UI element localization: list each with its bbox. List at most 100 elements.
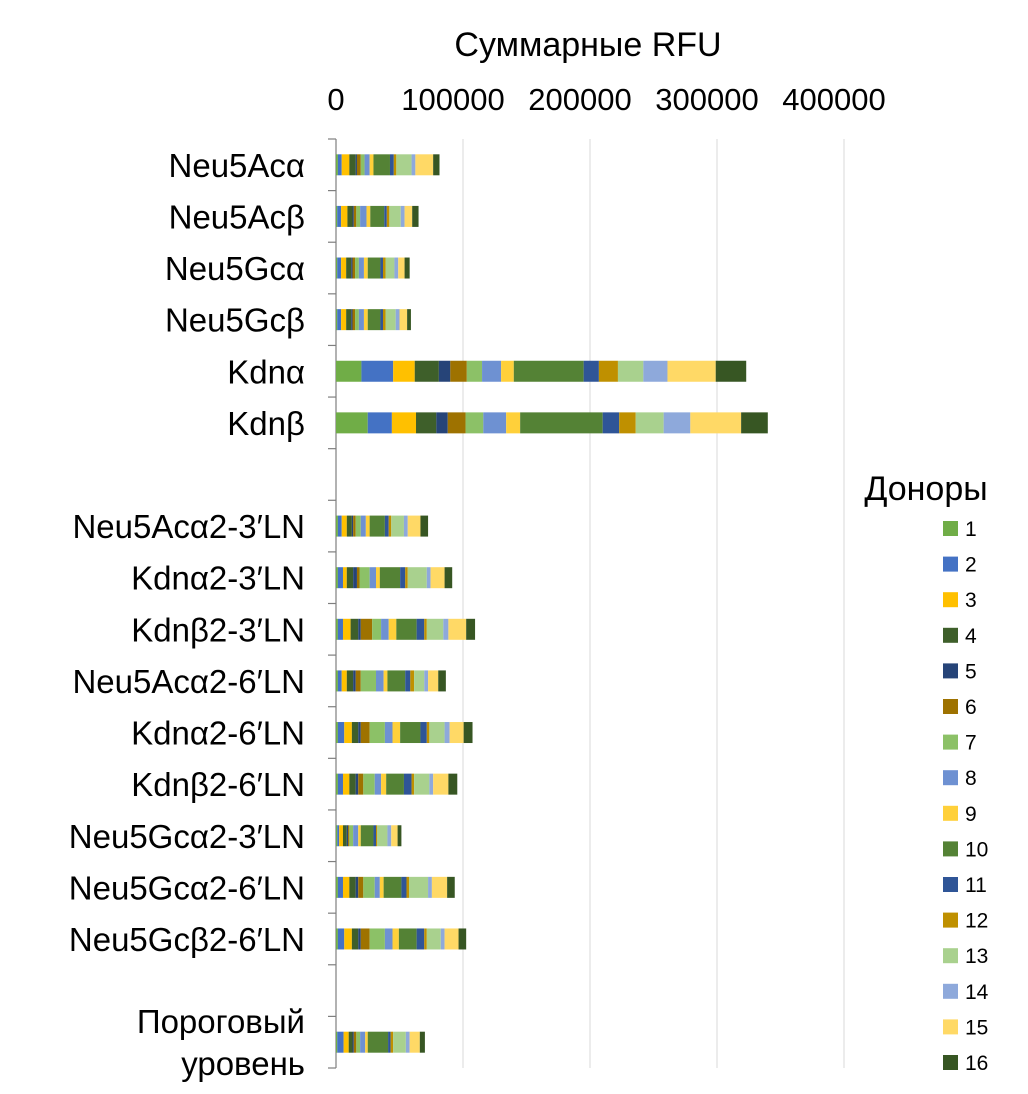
bar-segment-donor-9	[392, 928, 399, 950]
bar-segment-donor-6	[355, 670, 361, 692]
bar-segment-donor-12	[376, 825, 378, 847]
bar-segment-donor-7	[360, 154, 365, 176]
bar-segment-donor-7	[359, 567, 370, 589]
bar-segment-donor-1	[336, 567, 338, 589]
bar-segment-donor-13	[389, 205, 401, 227]
bar-segment-donor-8	[376, 670, 384, 692]
bar-segment-donor-4	[346, 309, 352, 331]
bar-segment-donor-14	[440, 928, 445, 950]
bar-segment-donor-1	[336, 412, 368, 434]
bar-segment-donor-15	[391, 825, 398, 847]
bar-segment-donor-16	[433, 154, 440, 176]
bar-segment-donor-16	[715, 360, 747, 382]
bar-segment-donor-3	[344, 928, 352, 950]
category-label: Пороговый уровень	[137, 1003, 305, 1082]
category-label: Neu5Gcα2-3′LN	[69, 818, 305, 855]
legend-swatch	[943, 556, 958, 572]
bar-segment-donor-6	[348, 825, 350, 847]
category-label: Kdnα2-6′LN	[131, 715, 305, 752]
bar-segment-donor-5	[351, 515, 354, 537]
category-label: Kdnβ	[227, 405, 305, 442]
category-label: Kdnα2-3′LN	[131, 560, 305, 597]
bar-segment-donor-14	[395, 309, 400, 331]
bar-segment-donor-6	[358, 773, 364, 795]
legend-swatch	[943, 627, 958, 643]
bar-segment-donor-14	[429, 773, 434, 795]
bar-segment-donor-1	[336, 618, 338, 640]
category-label: Neu5Gcβ	[165, 302, 305, 339]
bar-segment-donor-11	[380, 309, 383, 331]
bar-segment-donor-1	[336, 257, 338, 279]
legend-swatch	[943, 734, 958, 750]
bar-segment-donor-9	[366, 205, 371, 227]
bar-segment-donor-11	[384, 515, 389, 537]
bar-segment-donor-7	[356, 205, 361, 227]
bar-segment-donor-11	[583, 360, 599, 382]
bar-segment-donor-6	[352, 309, 356, 331]
bar-segment-donor-16	[447, 876, 455, 898]
legend-swatch	[943, 841, 958, 857]
bar-segment-donor-11	[602, 412, 620, 434]
legend-swatch	[943, 877, 958, 892]
legend-label: 2	[965, 554, 977, 577]
bar-segment-donor-5	[351, 257, 353, 279]
bar-segment-donor-4	[350, 618, 359, 640]
bar-segment-donor-2	[337, 154, 342, 176]
category-label: Neu5Gcα	[165, 250, 305, 287]
legend-label: 14	[965, 981, 989, 1004]
legend-swatch	[943, 699, 958, 714]
bar-segment-donor-16	[438, 670, 446, 692]
legend-label: 13	[965, 945, 988, 968]
category-label: Kdnβ2-6′LN	[131, 766, 305, 803]
bar-segment-donor-6	[353, 205, 357, 227]
bar-segment-donor-3	[341, 257, 347, 279]
bar-segment-donor-3	[342, 567, 347, 589]
bar-segment-donor-12	[405, 567, 408, 589]
bar-segment-donor-9	[358, 825, 361, 847]
bar-segment-donor-6	[352, 257, 356, 279]
bar-segment-donor-9	[383, 670, 388, 692]
bar-segment-donor-9	[506, 412, 521, 434]
x-tick-label: 200000	[528, 82, 631, 117]
bar-segment-donor-11	[401, 876, 407, 898]
bar-segment-donor-16	[448, 773, 458, 795]
bar-segment-donor-13	[617, 360, 644, 382]
bar-segment-donor-6	[450, 360, 467, 382]
bar-segment-donor-10	[386, 773, 404, 795]
bar-segment-donor-16	[741, 412, 768, 434]
bar-segment-donor-6	[360, 722, 370, 744]
bar-segment-donor-5	[353, 670, 356, 692]
bar-segment-donor-2	[337, 722, 345, 744]
bar-segment-donor-7	[355, 309, 359, 331]
bar-segment-donor-8	[353, 825, 359, 847]
bar-segment-donor-1	[336, 360, 362, 382]
legend-label: 8	[965, 767, 977, 790]
x-tick-label: 100000	[401, 82, 504, 117]
bar-segment-donor-5	[358, 722, 361, 744]
bar-segment-donor-14	[394, 257, 399, 279]
bar-segment-donor-8	[369, 567, 377, 589]
bar-segment-donor-15	[444, 928, 459, 950]
category-label: Kdnα	[227, 353, 305, 390]
bar-segment-donor-8	[381, 618, 389, 640]
bar-segment-donor-15	[428, 670, 439, 692]
bar-segment-donor-12	[406, 876, 410, 898]
bar-segment-donor-16	[419, 1031, 425, 1053]
bar-segment-donor-4	[349, 773, 356, 795]
bar-segment-donor-7	[369, 928, 385, 950]
bar-segment-donor-13	[391, 515, 404, 537]
legend-label: 12	[965, 910, 988, 933]
bar-segment-donor-7	[465, 412, 484, 434]
bar-segment-donor-5	[352, 205, 354, 227]
bar-segment-donor-8	[360, 1031, 366, 1053]
bar-segment-donor-16	[407, 309, 411, 331]
bar-segment-donor-11	[405, 670, 411, 692]
bar-segment-donor-10	[513, 360, 584, 382]
bar-segment-donor-5	[351, 309, 353, 331]
bar-segment-donor-14	[426, 567, 431, 589]
bar-segment-donor-15	[404, 205, 413, 227]
bar-segment-donor-7	[466, 360, 483, 382]
bar-segment-donor-6	[356, 154, 361, 176]
